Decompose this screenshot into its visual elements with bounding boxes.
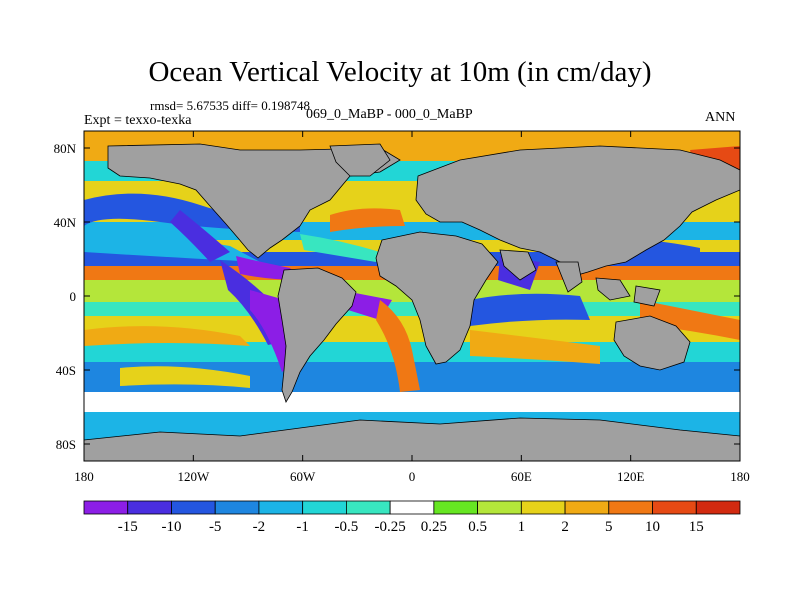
lat-tick-label: 80S [56,437,76,452]
colorbar-label: 10 [645,519,660,535]
colorbar-label: -5 [209,519,222,535]
lat-tick-label: 40S [56,363,76,378]
lon-tick-label: 0 [409,469,416,484]
colorbar-label: 15 [689,519,704,535]
colorbar-box [83,500,129,515]
colorbar-box [652,500,697,515]
land [84,143,740,461]
map-field [84,131,740,461]
lat-tick-label: 80N [54,141,77,156]
colorbar-box [214,500,260,515]
colorbar-label: -0.5 [335,519,359,535]
lon-tick-label: 120W [177,469,210,484]
season-label: ANN [705,110,736,125]
colorbar-box [258,500,304,515]
colorbar-label: 0.5 [468,519,487,535]
cases-label: 069_0_MaBP - 000_0_MaBP [306,107,473,122]
lon-tick-label: 120E [617,469,645,484]
colorbar-box [433,500,479,515]
colorbar-box [520,500,566,515]
lon-tick-label: 180 [730,469,750,484]
colorbar-box [564,500,610,515]
lat-tick-label: 0 [70,289,77,304]
colorbar-label: -15 [118,519,138,535]
colorbar-box [171,500,216,515]
lon-tick-label: 60W [290,469,316,484]
map-title: Ocean Vertical Velocity at 10m (in cm/da… [148,56,652,88]
experiment-label: Expt = texxo-texka [84,113,192,128]
longitude-axis: 180 120W 60W 0 60E 120E 180 [74,131,750,484]
rmsd-label: rmsd= 5.67535 diff= 0.198748 [150,98,310,113]
lat-tick-label: 40N [54,215,77,230]
colorbar-box [477,500,522,515]
colorbar: -15 -10 -5 -2 -1 -0.5 -0.25 0.25 0.5 1 2 5 10 15 [83,500,741,535]
colorbar-label: -1 [296,519,309,535]
lon-tick-label: 60E [511,469,532,484]
colorbar-box [695,500,741,515]
lon-tick-label: 180 [74,469,94,484]
colorbar-label: -10 [161,519,181,535]
colorbar-box [127,500,172,515]
colorbar-label: 0.25 [421,519,447,535]
colorbar-box [302,500,347,515]
colorbar-box [389,500,435,515]
colorbar-label: 5 [605,519,613,535]
colorbar-label: -0.25 [375,519,406,535]
colorbar-label: 1 [518,519,526,535]
colorbar-label: -2 [253,519,266,535]
latitude-axis: 80N 40N 0 40S 80S [54,141,740,452]
colorbar-box [345,500,391,515]
colorbar-label: 2 [561,519,569,535]
colorbar-box [608,500,653,515]
